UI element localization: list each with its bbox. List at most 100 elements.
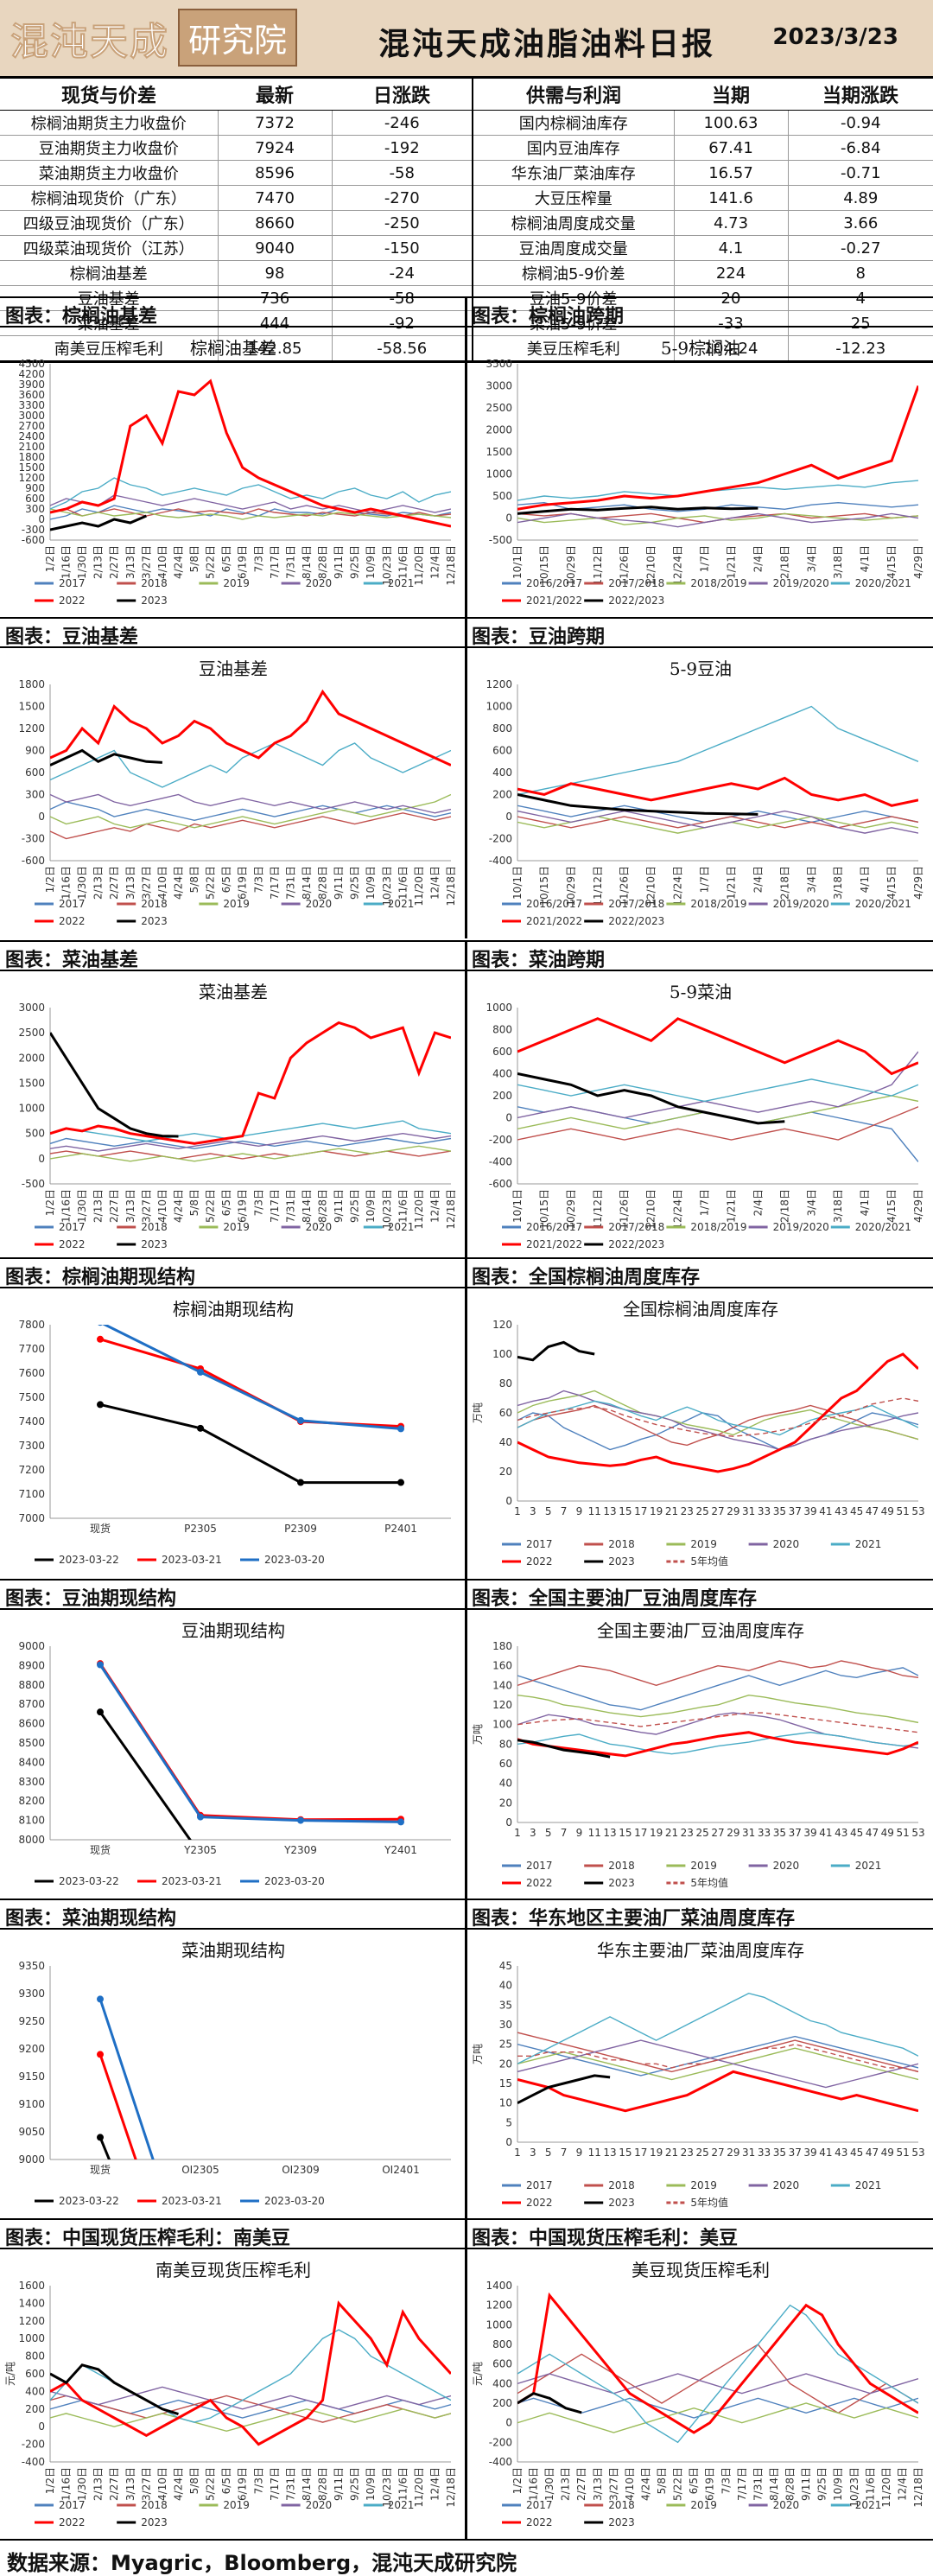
x-tick-label: 5/22日 — [672, 2467, 684, 2501]
x-tick-label: 29 — [727, 1827, 739, 1839]
series-line — [517, 1390, 918, 1451]
section-title-left: 图表：中国现货压榨毛利：南美豆 — [5, 2228, 291, 2249]
series-line — [50, 742, 451, 788]
chart-title: 棕榈油基差 — [190, 338, 276, 359]
x-tick-label: 11/20日 — [413, 545, 425, 586]
y-tick-label: 40 — [499, 1778, 512, 1790]
section-title-right: 图表：豆油跨期 — [472, 627, 606, 648]
series-line — [517, 2397, 918, 2419]
series-line — [517, 1731, 918, 1758]
legend-label: 2018/2019 — [690, 577, 746, 589]
x-tick-label: 4/24日 — [172, 1189, 184, 1223]
y-tick-label: -400 — [489, 2456, 512, 2468]
x-tick-label: 7 — [561, 2147, 568, 2159]
y-tick-label: -200 — [489, 1134, 512, 1146]
y-tick-label: 3300 — [18, 399, 45, 411]
x-tick-label: 19 — [650, 1505, 663, 1517]
x-tick-label: 39 — [803, 2147, 816, 2159]
section-title-left: 图表：菜油期现结构 — [5, 1908, 177, 1930]
summary-table: 现货与价差 最新 日涨跌 供需与利润 当期 当期涨跌 棕榈油期货主力收盘价 737… — [0, 76, 933, 363]
table-cell: -24 — [331, 260, 473, 286]
legend-label: 2017/2018 — [608, 898, 664, 910]
x-tick-label: 9/25日 — [349, 866, 361, 900]
x-tick-label: 3 — [530, 2147, 536, 2159]
x-tick-label: 45 — [850, 1827, 863, 1839]
x-tick-label: 31 — [742, 1505, 755, 1517]
table-cell: -6.84 — [787, 135, 933, 161]
x-tick-label: 17 — [634, 1827, 647, 1839]
x-tick-label: 现货 — [90, 1843, 111, 1856]
legend-label: 2019 — [690, 1538, 717, 1550]
legend-label: 2016/2017 — [526, 577, 582, 589]
legend-label: 2022/2023 — [608, 915, 664, 927]
series-line — [50, 477, 451, 510]
x-tick-label: 1 — [514, 2147, 521, 2159]
x-tick-label: 12/18日 — [445, 1189, 457, 1230]
x-tick-label: 4/10日 — [156, 2467, 168, 2501]
y-tick-label: 60 — [499, 1407, 512, 1419]
table-header: 当期 — [674, 76, 788, 111]
divider — [465, 1579, 467, 1900]
x-tick-label: 7/17日 — [269, 866, 281, 900]
x-tick-label: 1/2日 — [44, 2467, 56, 2494]
series-line — [50, 689, 451, 766]
series-line — [50, 378, 451, 528]
legend-label: 2021/2022 — [526, 1238, 582, 1250]
table-cell: 华东油厂菜油库存 — [472, 160, 674, 186]
series-line — [517, 1051, 918, 1119]
series-line — [50, 2363, 179, 2416]
y-tick-label: 200 — [492, 2397, 512, 2409]
x-tick-label: 3 — [530, 1827, 536, 1839]
chart-title: 豆油期现结构 — [181, 1620, 285, 1641]
x-tick-label: 12/24日 — [672, 866, 684, 906]
legend-label: 2019 — [223, 2499, 250, 2511]
y-tick-label: 0 — [505, 811, 512, 823]
y-tick-label: 2400 — [18, 430, 45, 442]
legend-label: 2021/2022 — [526, 915, 582, 927]
legend-label: 2019 — [223, 1221, 250, 1233]
x-tick-label: 10/1日 — [511, 1189, 524, 1223]
y-tick-label: 9300 — [18, 1988, 45, 2000]
x-tick-label: 33 — [758, 1827, 771, 1839]
table-cell: 8 — [787, 260, 933, 286]
legend-label: 2022 — [59, 1238, 86, 1250]
x-tick-label: 11/6日 — [397, 866, 409, 900]
y-tick-label: 8900 — [18, 1659, 45, 1671]
y-tick-label: 9150 — [18, 2070, 45, 2083]
y-tick-label: 1000 — [18, 2332, 45, 2344]
series-line — [50, 508, 451, 520]
x-tick-label: 10/29日 — [565, 866, 577, 906]
x-tick-label: 8/14日 — [768, 2467, 780, 2501]
legend-label: 2019 — [690, 2179, 717, 2191]
x-tick-label: 5 — [545, 2147, 552, 2159]
legend-label: 2016/2017 — [526, 1221, 582, 1233]
x-tick-label: 11/6日 — [864, 2467, 876, 2501]
data-point — [98, 1325, 103, 1326]
table-cell: 8596 — [217, 160, 332, 186]
legend-label: 2023 — [608, 1877, 635, 1889]
x-tick-label: 1/2日 — [44, 545, 56, 572]
x-tick-label: 4/29日 — [912, 1189, 924, 1223]
legend-label: 2019/2020 — [773, 898, 829, 910]
x-tick-label: 6/19日 — [704, 2467, 716, 2501]
chart-rapeseed-term: 9350 9300 9250 9200 9150 9100 9050 9000 现货 OI2305… — [18, 1960, 451, 2207]
x-tick-label: 1/16日 — [60, 1189, 73, 1223]
legend-label: 2023 — [141, 2516, 168, 2528]
x-tick-label: OI2401 — [382, 2164, 420, 2176]
x-tick-label: 8/28日 — [317, 545, 329, 579]
y-tick-label: 3000 — [486, 380, 512, 392]
x-tick-label: 7/3日 — [720, 2467, 732, 2494]
y-tick-label: 1800 — [18, 451, 45, 463]
y-tick-label: 8400 — [18, 1756, 45, 1768]
x-tick-label: 7/31日 — [284, 866, 296, 900]
x-tick-label: P2309 — [284, 1523, 317, 1535]
x-tick-label: 23 — [681, 1505, 694, 1517]
x-tick-label: 1 — [514, 1505, 521, 1517]
chart-title: 全国棕榈油周度库存 — [623, 1299, 778, 1320]
x-tick-label: 11/6日 — [397, 545, 409, 579]
x-tick-label: 9 — [576, 2147, 583, 2159]
logo-text: 混沌天成 — [10, 19, 169, 65]
y-tick-label: 800 — [492, 722, 512, 735]
